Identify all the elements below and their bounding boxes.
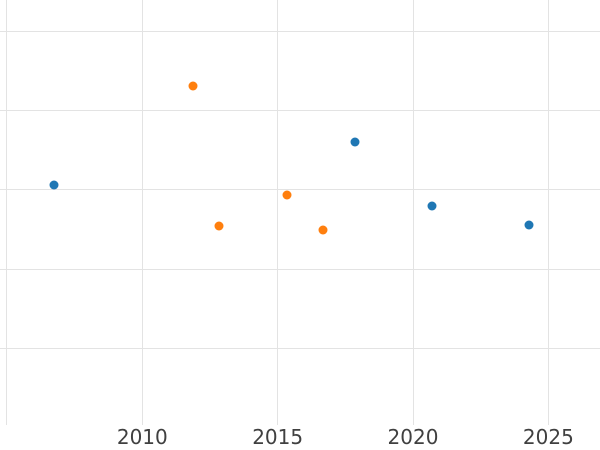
x-gridline bbox=[6, 0, 8, 425]
blue-series-point bbox=[427, 201, 437, 211]
blue-series-point bbox=[524, 220, 534, 230]
blue-series-point bbox=[49, 180, 59, 190]
x-tick-label: 2015 bbox=[252, 425, 304, 449]
x-tick-label: 2010 bbox=[116, 425, 168, 449]
y-gridline bbox=[0, 189, 600, 191]
orange-series-point bbox=[282, 190, 292, 200]
y-gridline bbox=[0, 110, 600, 112]
orange-series-point bbox=[214, 221, 224, 231]
blue-series-point bbox=[350, 137, 360, 147]
y-gridline bbox=[0, 268, 600, 270]
x-tick-label: 2020 bbox=[387, 425, 439, 449]
x-gridline bbox=[141, 0, 143, 425]
x-tick-label: 2025 bbox=[522, 425, 574, 449]
x-gridline bbox=[547, 0, 549, 425]
y-gridline bbox=[0, 31, 600, 32]
orange-series-point bbox=[188, 81, 198, 91]
x-gridline bbox=[412, 0, 414, 425]
x-gridline bbox=[277, 0, 279, 425]
y-gridline bbox=[0, 347, 600, 349]
orange-series-point bbox=[318, 225, 328, 235]
